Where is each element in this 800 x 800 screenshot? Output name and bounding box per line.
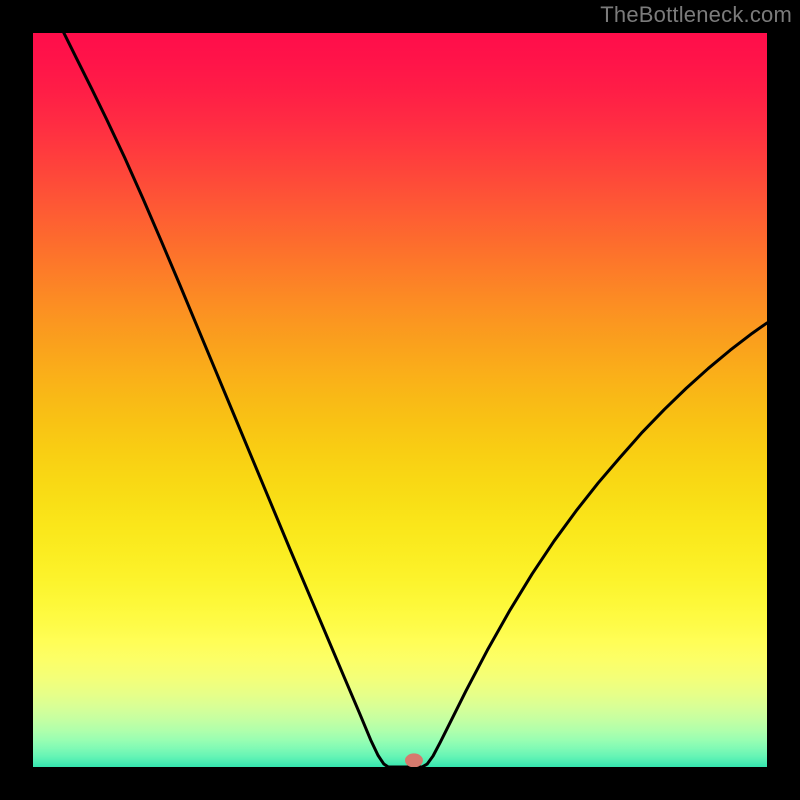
gradient-background [33,33,767,767]
plot-area [33,33,767,767]
bottleneck-curve-chart [33,33,767,767]
optimal-point-marker [405,753,423,767]
chart-frame: TheBottleneck.com [0,0,800,800]
watermark-text: TheBottleneck.com [600,2,792,28]
